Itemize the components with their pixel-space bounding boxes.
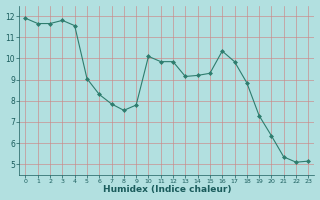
X-axis label: Humidex (Indice chaleur): Humidex (Indice chaleur): [103, 185, 231, 194]
